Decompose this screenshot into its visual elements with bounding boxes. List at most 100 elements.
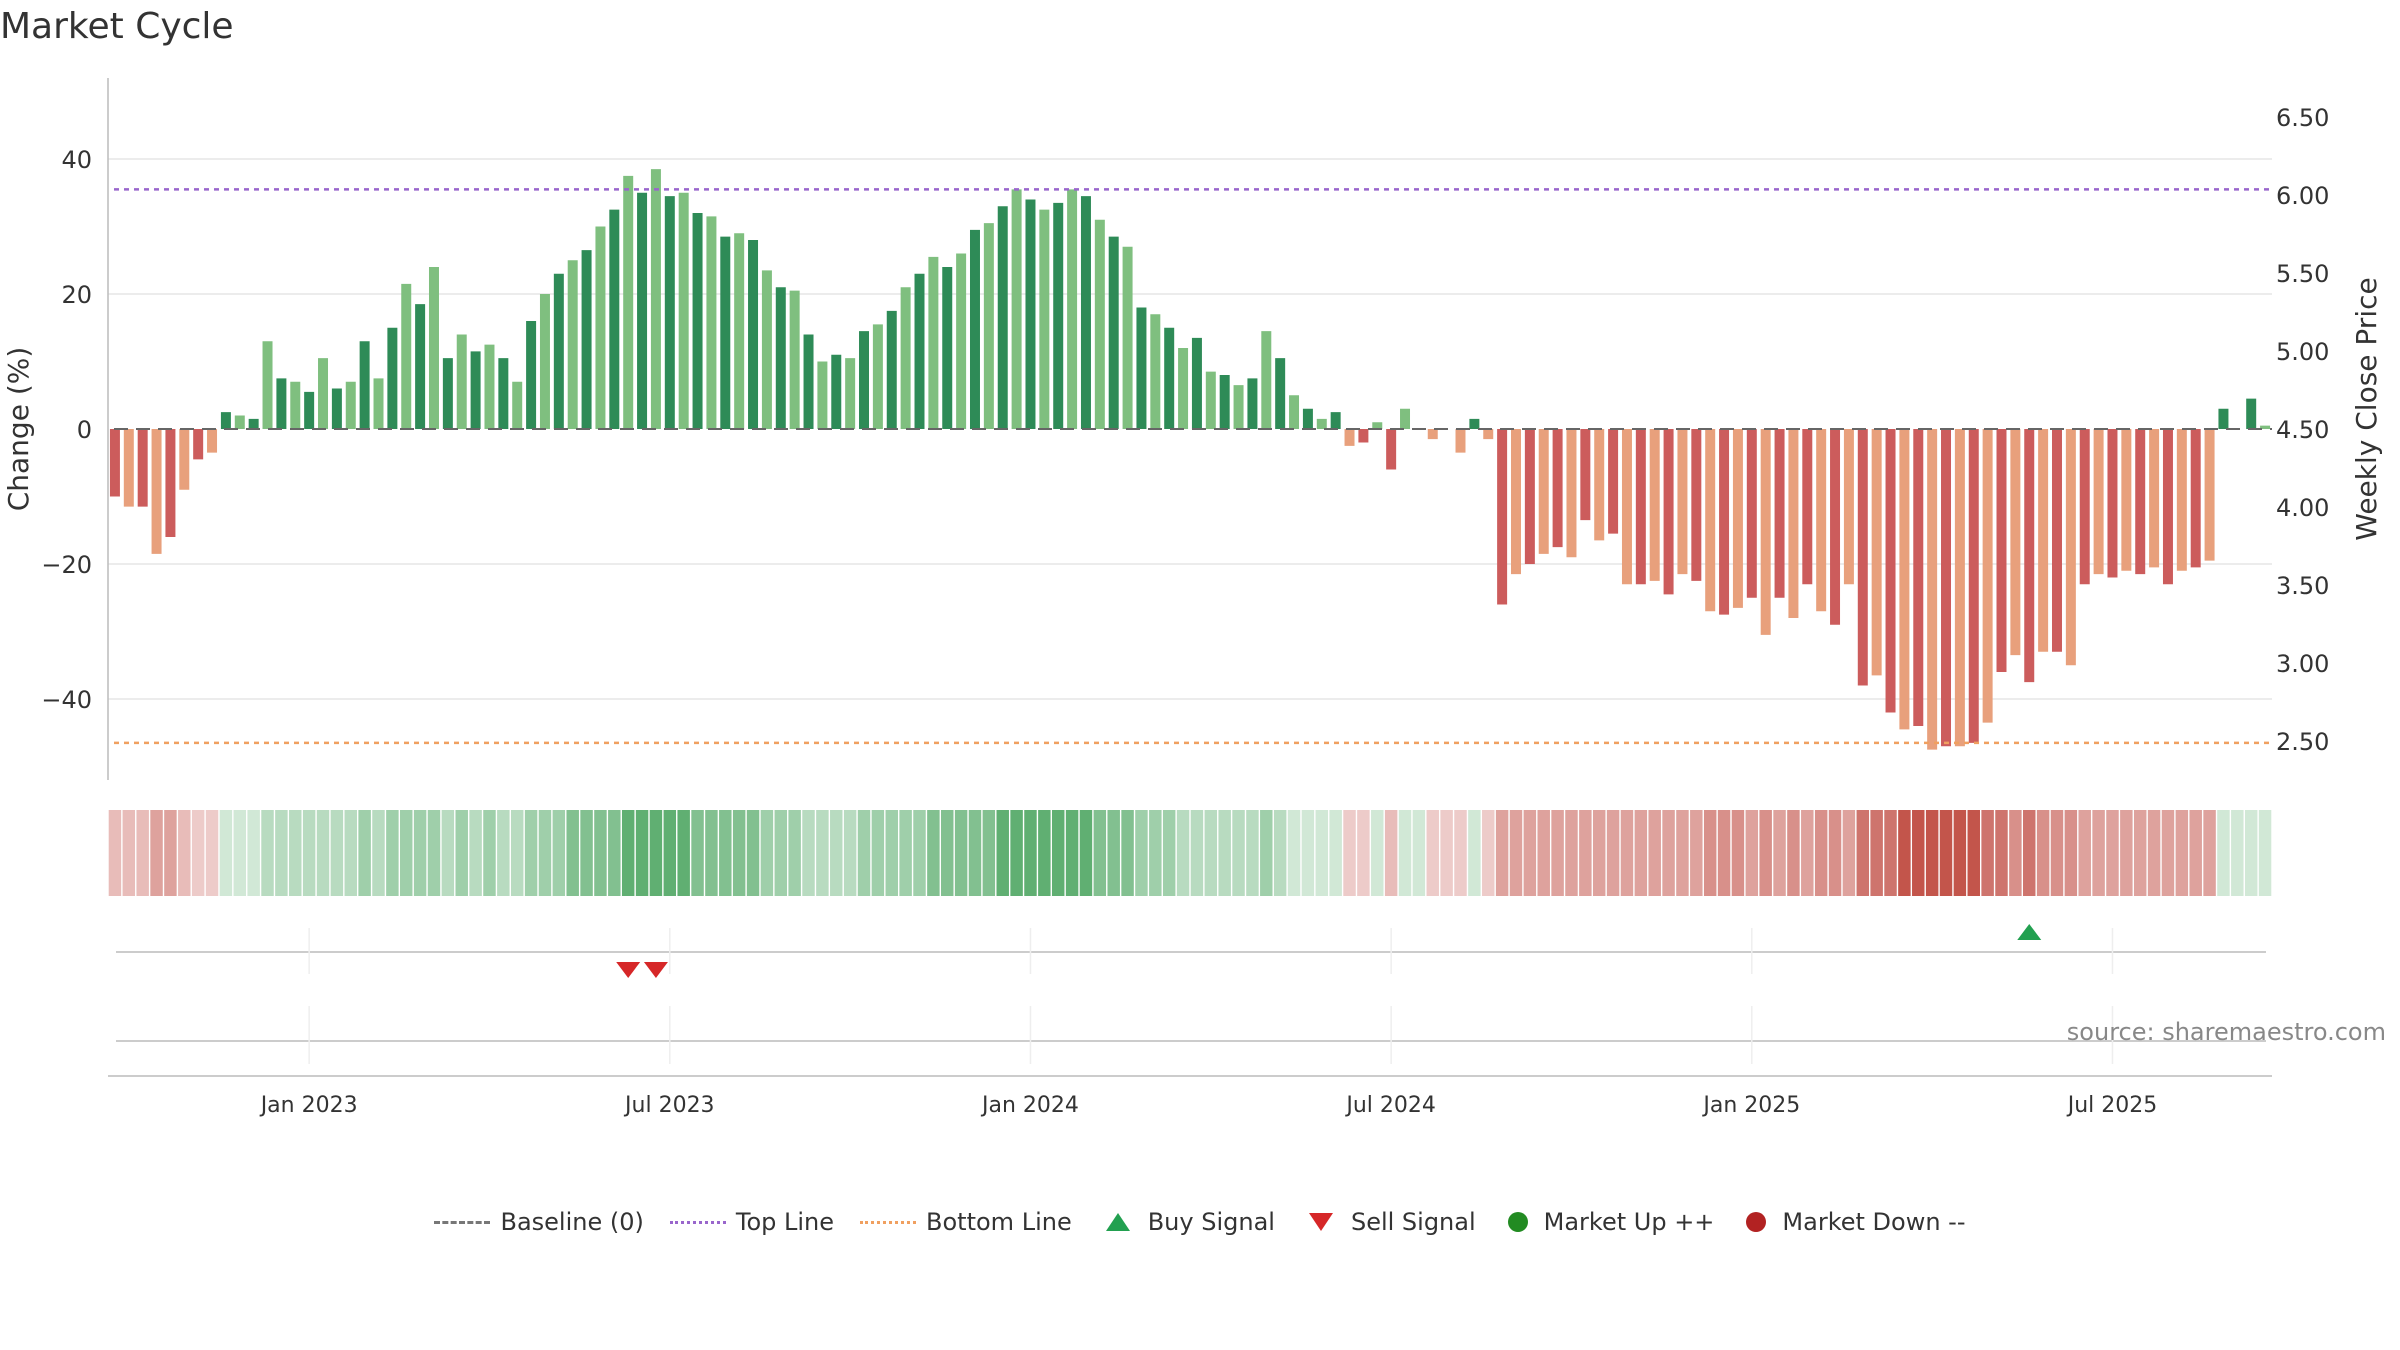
bar <box>1344 429 1355 446</box>
bar <box>2204 429 2215 561</box>
heatmap-cell <box>871 810 885 896</box>
bar <box>2121 429 2132 571</box>
bar <box>761 270 772 430</box>
heatmap-cell <box>1440 810 1453 896</box>
heatmap-cell <box>483 810 496 896</box>
bar <box>1857 429 1868 686</box>
bar <box>123 429 134 507</box>
heatmap-cell <box>400 810 413 896</box>
heatmap-cell <box>1204 810 1218 896</box>
heatmap-cell <box>122 810 136 896</box>
bar <box>664 196 675 430</box>
bar <box>415 304 426 430</box>
heatmap-cell <box>1842 810 1856 896</box>
bar <box>1219 375 1230 429</box>
heatmap-cell <box>289 810 302 896</box>
bar <box>1802 429 1813 585</box>
heatmap-cell <box>1176 810 1190 896</box>
bar <box>1830 429 1841 625</box>
bar <box>581 250 592 430</box>
bar <box>1427 429 1438 440</box>
heatmap-cell <box>1912 810 1925 896</box>
bar <box>942 267 953 429</box>
heatmap-cell <box>982 810 996 896</box>
heatmap-cell <box>1343 810 1356 896</box>
legend-item: Market Up ++ <box>1502 1208 1715 1236</box>
heatmap-cell <box>205 810 219 896</box>
bar <box>914 273 925 429</box>
bar <box>1608 429 1619 534</box>
bar <box>956 253 967 429</box>
heatmap-cell <box>677 810 690 896</box>
heatmap-cell <box>580 810 593 896</box>
heat-layer <box>108 810 2272 896</box>
signal-layer <box>116 924 2266 1042</box>
heatmap-cell <box>1579 810 1592 896</box>
heatmap-cell <box>941 810 954 896</box>
bar <box>997 206 1008 429</box>
heatmap-cell <box>843 810 857 896</box>
heatmap-cell <box>2133 810 2147 896</box>
bar <box>1732 429 1743 608</box>
bar <box>1649 429 1660 581</box>
bar <box>1178 348 1189 429</box>
heatmap-cell <box>1773 810 1786 896</box>
heatmap-cell <box>2189 810 2202 896</box>
heatmap-cell <box>1051 810 1065 896</box>
bar <box>872 324 883 430</box>
heatmap-cell <box>1107 810 1120 896</box>
bar <box>1497 429 1508 605</box>
heatmap-cell <box>996 810 1009 896</box>
heatmap-cell <box>2050 810 2064 896</box>
heatmap-cell <box>441 810 455 896</box>
heatmap-cell <box>885 810 898 896</box>
bar <box>1899 429 1910 730</box>
heatmap-cell <box>538 810 552 896</box>
bar <box>553 273 564 429</box>
bar <box>803 334 814 429</box>
bar <box>2107 429 2118 578</box>
y-tick-label-left: 40 <box>61 146 92 174</box>
heatmap-cell <box>1690 810 1703 896</box>
heatmap-cell <box>663 810 677 896</box>
heatmap-cell <box>899 810 912 896</box>
y-tick-label-left: −20 <box>41 551 92 579</box>
heatmap-cell <box>233 810 247 896</box>
bar <box>1663 429 1674 595</box>
bar <box>207 429 218 453</box>
legend-item: Bottom Line <box>860 1208 1072 1236</box>
legend-symbol-down-icon <box>1308 1213 1333 1231</box>
heatmap-cell <box>1995 810 2008 896</box>
buy-signal-marker <box>2017 924 2042 940</box>
bar <box>1289 395 1300 429</box>
sell-signal-marker <box>616 962 641 978</box>
heatmap-cell <box>1218 810 1231 896</box>
y-tick-label-right: 2.50 <box>2276 728 2329 756</box>
bars-layer <box>109 169 2271 750</box>
heatmap-cell <box>164 810 177 896</box>
bar <box>1843 429 1854 585</box>
bar <box>1039 209 1050 430</box>
legend-item: Market Down -- <box>1740 1208 1966 1236</box>
heatmap-cell <box>2161 810 2175 896</box>
legend-label: Market Down -- <box>1782 1208 1966 1236</box>
x-tick-label: Jan 2025 <box>1701 1093 1800 1118</box>
heatmap-cell <box>1495 810 1509 896</box>
heatmap-cell <box>358 810 371 896</box>
heatmap-cell <box>1024 810 1037 896</box>
bar <box>401 283 412 430</box>
bar <box>1524 429 1535 564</box>
bar <box>220 412 231 430</box>
heatmap-cell <box>330 810 344 896</box>
heatmap-cell <box>1301 810 1315 896</box>
bar <box>1205 371 1216 430</box>
bar <box>1566 429 1577 558</box>
heatmap-cell <box>469 810 482 896</box>
legend-label: Market Up ++ <box>1543 1208 1715 1236</box>
heatmap-cell <box>1246 810 1259 896</box>
heatmap-cell <box>1967 810 1980 896</box>
heatmap-cell <box>774 810 788 896</box>
y-tick-label-left: 20 <box>61 281 92 309</box>
bar <box>470 351 481 430</box>
